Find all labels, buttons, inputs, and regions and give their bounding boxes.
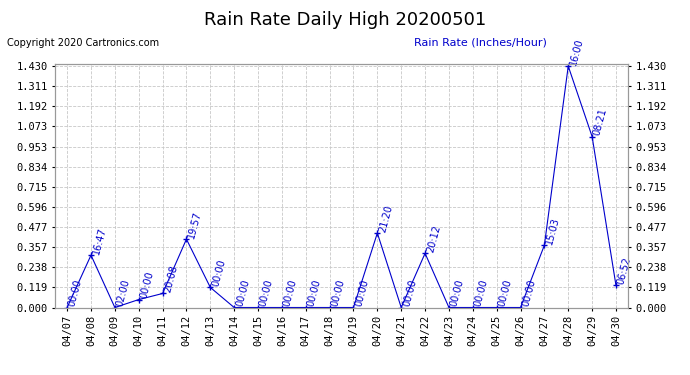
Text: 00:00: 00:00 [401,278,418,308]
Text: 02:00: 02:00 [115,278,132,308]
Text: 00:00: 00:00 [67,278,84,308]
Text: 00:00: 00:00 [449,278,466,308]
Text: Copyright 2020 Cartronics.com: Copyright 2020 Cartronics.com [7,38,159,48]
Text: 06:52: 06:52 [616,256,633,285]
Text: 00:00: 00:00 [330,278,346,308]
Text: 20:08: 20:08 [163,264,179,294]
Text: 15:03: 15:03 [544,216,561,245]
Text: 00:00: 00:00 [234,278,251,308]
Text: 00:00: 00:00 [139,270,155,300]
Text: 00:00: 00:00 [306,278,323,308]
Text: Rain Rate (Inches/Hour): Rain Rate (Inches/Hour) [414,38,547,48]
Text: 00:00: 00:00 [497,278,513,308]
Text: 00:00: 00:00 [353,278,371,308]
Text: 00:00: 00:00 [258,278,275,308]
Text: Rain Rate Daily High 20200501: Rain Rate Daily High 20200501 [204,11,486,29]
Text: 16:47: 16:47 [91,226,108,255]
Text: 00:00: 00:00 [473,278,490,308]
Text: 16:00: 16:00 [569,37,585,66]
Text: 20:12: 20:12 [425,224,442,254]
Text: 00:00: 00:00 [282,278,299,308]
Text: 00:00: 00:00 [520,278,538,308]
Text: 00:00: 00:00 [210,258,227,287]
Text: 08:21: 08:21 [592,107,609,136]
Text: 19:57: 19:57 [186,210,204,239]
Text: 21:20: 21:20 [377,204,394,233]
